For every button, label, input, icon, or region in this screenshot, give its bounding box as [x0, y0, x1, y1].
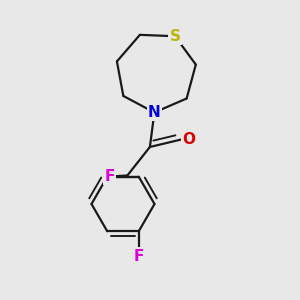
- Text: O: O: [182, 132, 195, 147]
- Text: S: S: [169, 29, 181, 44]
- Text: F: F: [134, 249, 144, 264]
- Text: F: F: [104, 169, 115, 184]
- Text: N: N: [148, 105, 161, 120]
